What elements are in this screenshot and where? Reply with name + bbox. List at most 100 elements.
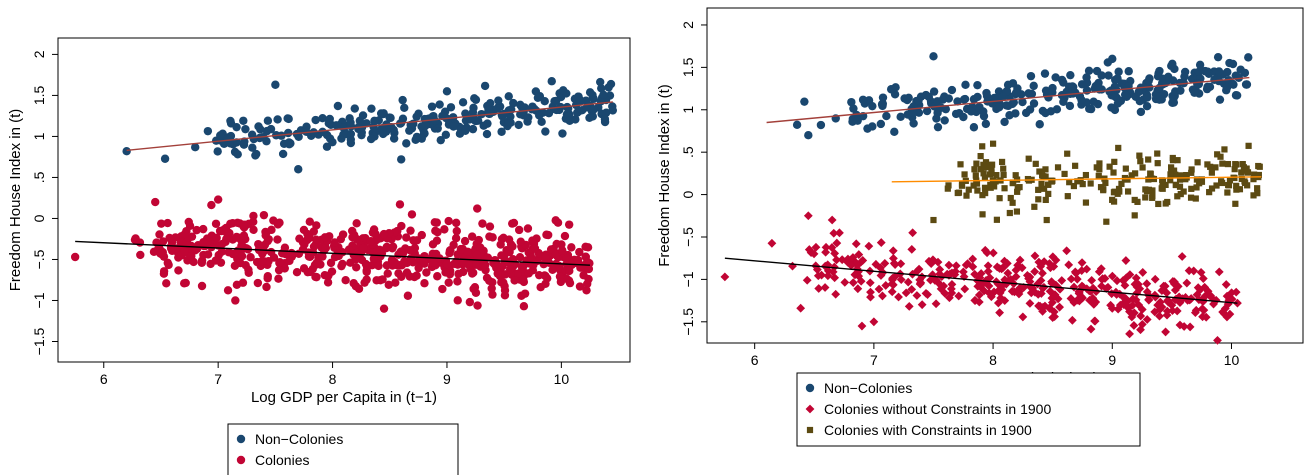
scatter-point <box>891 83 900 92</box>
scatter-point <box>357 130 366 140</box>
legend-box <box>796 372 1141 447</box>
scatter-point <box>377 124 386 134</box>
scatter-point <box>431 116 440 126</box>
scatter-point <box>284 138 294 147</box>
scatter-point <box>1061 170 1068 178</box>
scatter-point <box>451 234 461 243</box>
scatter-point <box>1106 163 1113 170</box>
scatter-point <box>1250 176 1257 183</box>
scatter-point <box>1221 280 1231 289</box>
scatter-point <box>1151 90 1161 99</box>
scatter-point <box>467 232 477 241</box>
scatter-point <box>1024 89 1033 98</box>
scatter-point <box>1169 279 1179 289</box>
scatter-point <box>907 284 917 294</box>
scatter-point <box>359 243 368 253</box>
scatter-point <box>247 130 257 139</box>
scatter-point <box>954 291 964 301</box>
scatter-point <box>887 287 897 297</box>
scatter-point <box>295 234 304 243</box>
scatter-point <box>163 218 172 228</box>
scatter-point <box>1024 175 1032 183</box>
scatter-point <box>1162 200 1169 207</box>
scatter-point <box>989 140 997 147</box>
scatter-point <box>866 292 875 302</box>
scatter-point <box>887 279 897 289</box>
scatter-point <box>1142 279 1152 289</box>
scatter-point <box>1132 170 1139 177</box>
scatter-point <box>904 301 914 311</box>
scatter-point <box>318 113 327 123</box>
scatter-point <box>985 273 995 283</box>
scatter-point <box>1107 303 1117 313</box>
scatter-point <box>1223 67 1232 77</box>
scatter-point <box>909 119 918 128</box>
y-tick-label: −.5 <box>680 227 696 247</box>
scatter-point <box>309 242 319 251</box>
scatter-point <box>376 109 386 118</box>
scatter-point <box>479 121 488 130</box>
scatter-point <box>1029 99 1039 108</box>
scatter-point <box>239 220 249 229</box>
scatter-point <box>1239 160 1246 168</box>
scatter-point <box>1185 322 1195 332</box>
scatter-point <box>878 99 888 108</box>
scatter-point <box>1108 54 1117 64</box>
scatter-point <box>1010 287 1019 297</box>
scatter-point <box>441 268 450 277</box>
scatter-point <box>1206 189 1213 196</box>
scatter-point <box>1222 312 1232 322</box>
scatter-point <box>551 250 561 259</box>
scatter-point <box>465 297 475 307</box>
scatter-point <box>843 257 853 267</box>
scatter-point <box>1131 212 1138 219</box>
scatter-point <box>504 92 513 101</box>
scatter-point <box>979 211 986 218</box>
scatter-point <box>988 248 998 258</box>
scatter-point <box>1029 81 1038 91</box>
scatter-point <box>1135 284 1145 294</box>
scatter-point <box>1111 158 1118 165</box>
scatter-point <box>1207 163 1214 170</box>
scatter-point <box>809 249 819 259</box>
scatter-point <box>542 230 551 239</box>
scatter-point <box>981 119 991 129</box>
scatter-point <box>1199 305 1209 315</box>
scatter-point <box>1162 181 1169 189</box>
scatter-point <box>346 118 355 127</box>
scatter-point <box>249 225 258 235</box>
scatter-point <box>575 282 585 291</box>
scatter-point <box>945 182 952 189</box>
scatter-point <box>1016 184 1023 191</box>
scatter-point <box>1195 285 1205 295</box>
scatter-point <box>311 115 320 125</box>
scatter-point <box>1215 95 1225 104</box>
scatter-point <box>366 237 376 246</box>
scatter-point <box>453 277 462 286</box>
scatter-point <box>1173 281 1183 291</box>
scatter-point <box>944 185 951 192</box>
x-tick-label: 10 <box>1224 352 1240 368</box>
scatter-point <box>1144 76 1153 86</box>
scatter-point <box>1250 192 1257 199</box>
scatter-point <box>239 231 249 240</box>
scatter-point <box>1209 299 1218 309</box>
scatter-point <box>1102 179 1109 187</box>
scatter-point <box>192 225 201 235</box>
scatter-point <box>971 166 978 173</box>
scatter-point <box>422 268 431 277</box>
scatter-point <box>389 134 399 143</box>
scatter-point <box>181 278 190 288</box>
scatter-point <box>1254 172 1262 180</box>
scatter-point <box>1232 200 1239 207</box>
scatter-point <box>917 300 927 310</box>
scatter-point <box>853 116 862 125</box>
scatter-point <box>896 259 906 269</box>
scatter-point <box>1167 177 1174 184</box>
scatter-point <box>1066 70 1075 80</box>
scatter-point <box>1174 157 1181 164</box>
scatter-point <box>767 238 777 248</box>
scatter-point <box>226 119 236 128</box>
scatter-point <box>1053 294 1063 304</box>
